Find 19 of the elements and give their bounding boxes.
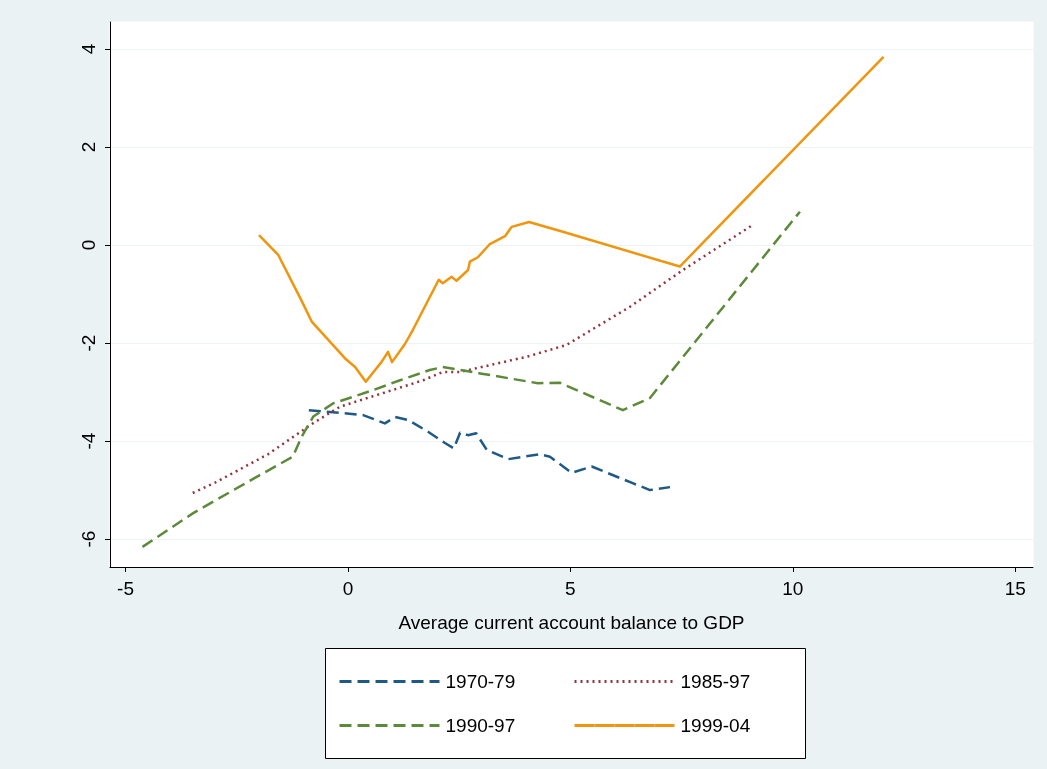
x-axis-title: Average current account balance to GDP [398, 612, 745, 633]
y-tick-label: 2 [78, 141, 99, 153]
x-tick-label: 15 [1004, 578, 1026, 599]
legend-label: 1970-79 [445, 671, 516, 692]
legend-label: 1985-97 [680, 671, 751, 692]
line-series [257, 55, 885, 383]
y-tick-label: 0 [78, 239, 99, 251]
y-tick-label: -2 [78, 334, 99, 352]
x-tick-label: -5 [117, 578, 135, 599]
y-tick-label: -4 [78, 432, 99, 450]
legend-label: 1990-97 [445, 715, 516, 736]
x-tick-label: 5 [565, 578, 576, 599]
y-tick-label: 4 [78, 43, 99, 55]
x-tick-label: 0 [342, 578, 354, 599]
line-series [307, 408, 672, 492]
x-tick-label: 10 [782, 578, 804, 599]
legend-label: 1999-04 [680, 715, 751, 736]
y-tick-label: -6 [78, 530, 99, 548]
line-series [141, 210, 802, 549]
